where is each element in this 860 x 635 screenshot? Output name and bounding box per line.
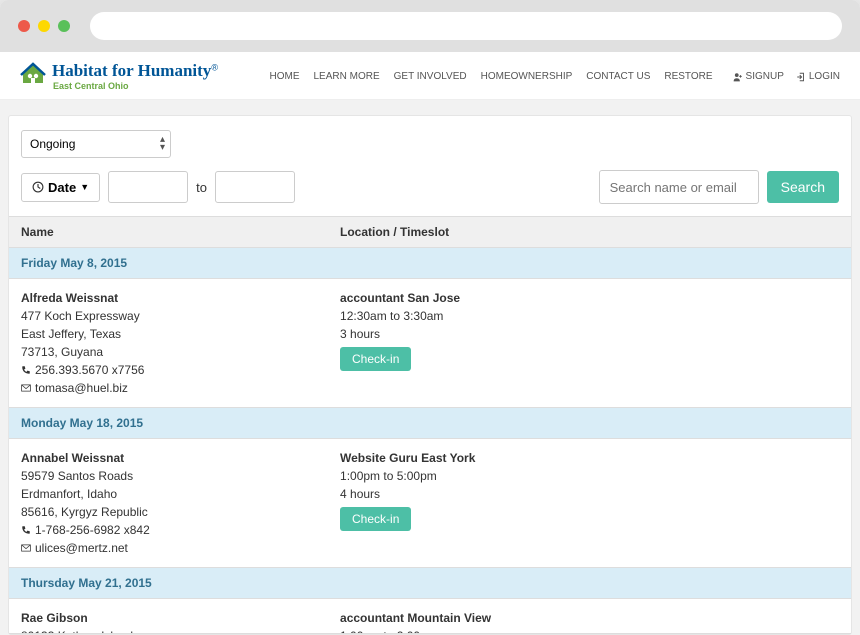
address-line: Erdmanfort, Idaho — [21, 485, 340, 503]
signup-link[interactable]: SIGNUP — [733, 71, 784, 82]
logo[interactable]: Habitat for Humanity® East Central Ohio — [20, 62, 218, 91]
browser-chrome — [0, 0, 860, 52]
nav-learn-more[interactable]: LEARN MORE — [314, 71, 380, 82]
main-nav: HOME LEARN MORE GET INVOLVED HOMEOWNERSH… — [270, 71, 713, 82]
logo-reg: ® — [211, 63, 218, 73]
email-address: tomasa@huel.biz — [35, 379, 128, 397]
to-label: to — [196, 180, 207, 195]
checkin-button[interactable]: Check-in — [340, 347, 411, 371]
search-input[interactable] — [599, 170, 759, 204]
address-line: 59579 Santos Roads — [21, 467, 340, 485]
date-group-header: Monday May 18, 2015 — [9, 408, 851, 439]
timeslot: 12:30am to 3:30am — [340, 307, 839, 325]
volunteer-name: Annabel Weissnat — [21, 449, 340, 467]
clock-icon — [32, 181, 44, 193]
phone-icon — [21, 365, 31, 375]
nav-homeownership[interactable]: HOMEOWNERSHIP — [481, 71, 573, 82]
table-header: Name Location / Timeslot — [9, 216, 851, 248]
address-line: 73713, Guyana — [21, 343, 340, 361]
location-title: accountant San Jose — [340, 289, 839, 307]
address-bar[interactable] — [90, 12, 842, 40]
date-filter-button[interactable]: Date ▼ — [21, 173, 100, 202]
address-line: 80133 Katlynn Islands — [21, 627, 340, 634]
phone-icon — [21, 525, 31, 535]
email-address: ulices@mertz.net — [35, 539, 128, 557]
address-line: 85616, Kyrgyz Republic — [21, 503, 340, 521]
address-line: East Jeffery, Texas — [21, 325, 340, 343]
address-line: 477 Koch Expressway — [21, 307, 340, 325]
volunteer-name: Rae Gibson — [21, 609, 340, 627]
date-group-header: Thursday May 21, 2015 — [9, 568, 851, 599]
timeslot: 1:00pm to 5:00pm — [340, 467, 839, 485]
col-header-location: Location / Timeslot — [340, 225, 839, 239]
nav-contact-us[interactable]: CONTACT US — [586, 71, 650, 82]
table-row: Alfreda Weissnat 477 Koch Expressway Eas… — [9, 279, 851, 408]
checkin-card: Ongoing ▴▾ Date ▼ to — [8, 115, 852, 635]
window-min-dot[interactable] — [38, 20, 50, 32]
logo-subtitle: East Central Ohio — [53, 81, 218, 91]
duration: 4 hours — [340, 485, 839, 503]
email-icon — [21, 543, 31, 553]
phone-number: 256.393.5670 x7756 — [35, 361, 144, 379]
login-icon — [796, 72, 806, 82]
nav-home[interactable]: HOME — [270, 71, 300, 82]
duration: 3 hours — [340, 325, 839, 343]
col-header-name: Name — [21, 225, 340, 239]
date-from-input[interactable] — [108, 171, 188, 203]
login-link[interactable]: LOGIN — [796, 71, 840, 82]
email-icon — [21, 383, 31, 393]
table-row: Rae Gibson 80133 Katlynn Islands account… — [9, 599, 851, 634]
site-header: Habitat for Humanity® East Central Ohio … — [0, 52, 860, 100]
volunteer-name: Alfreda Weissnat — [21, 289, 340, 307]
window-close-dot[interactable] — [18, 20, 30, 32]
window-max-dot[interactable] — [58, 20, 70, 32]
nav-get-involved[interactable]: GET INVOLVED — [394, 71, 467, 82]
checkin-button[interactable]: Check-in — [340, 507, 411, 531]
search-button[interactable]: Search — [767, 171, 839, 203]
timeslot: 1:00am to 2:00am — [340, 627, 839, 634]
location-title: accountant Mountain View — [340, 609, 839, 627]
status-filter-select[interactable]: Ongoing — [21, 130, 171, 158]
date-group-header: Friday May 8, 2015 — [9, 248, 851, 279]
logo-title: Habitat for Humanity — [52, 61, 211, 80]
habitat-logo-icon — [20, 62, 46, 84]
location-title: Website Guru East York — [340, 449, 839, 467]
phone-number: 1-768-256-6982 x842 — [35, 521, 150, 539]
table-row: Annabel Weissnat 59579 Santos Roads Erdm… — [9, 439, 851, 568]
date-to-input[interactable] — [215, 171, 295, 203]
user-plus-icon — [733, 72, 743, 82]
nav-restore[interactable]: RESTORE — [664, 71, 712, 82]
caret-down-icon: ▼ — [80, 182, 89, 192]
